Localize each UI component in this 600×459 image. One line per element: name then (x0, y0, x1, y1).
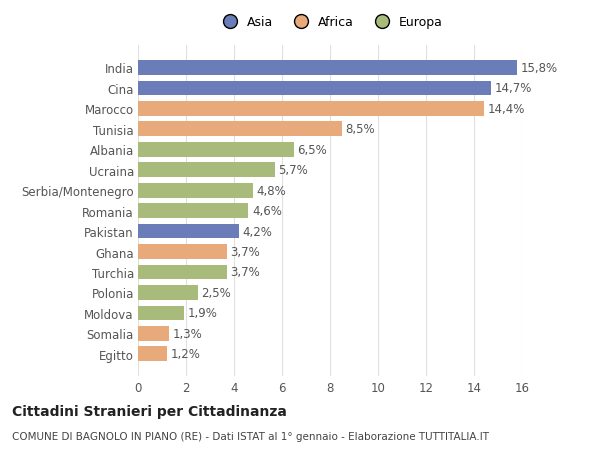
Text: 14,4%: 14,4% (487, 103, 524, 116)
Text: 6,5%: 6,5% (298, 143, 328, 157)
Text: 8,5%: 8,5% (346, 123, 375, 136)
Text: 2,5%: 2,5% (202, 286, 232, 299)
Bar (138, 102, 484, 117)
Text: 4,2%: 4,2% (242, 225, 272, 238)
Text: 4,6%: 4,6% (252, 205, 282, 218)
Text: 1,3%: 1,3% (173, 327, 203, 340)
Text: 15,8%: 15,8% (521, 62, 558, 75)
Text: 1,9%: 1,9% (187, 307, 217, 319)
Bar (138, 265, 227, 280)
Text: COMUNE DI BAGNOLO IN PIANO (RE) - Dati ISTAT al 1° gennaio - Elaborazione TUTTIT: COMUNE DI BAGNOLO IN PIANO (RE) - Dati I… (12, 431, 489, 442)
Text: 4,8%: 4,8% (257, 184, 287, 197)
Text: Cittadini Stranieri per Cittadinanza: Cittadini Stranieri per Cittadinanza (12, 404, 287, 418)
Bar (138, 326, 169, 341)
Legend: Asia, Africa, Europa: Asia, Africa, Europa (213, 12, 447, 33)
Text: 5,7%: 5,7% (278, 164, 308, 177)
Bar (138, 347, 167, 361)
Bar (138, 306, 184, 320)
Bar (138, 245, 227, 259)
Bar (138, 61, 517, 76)
Bar (138, 204, 248, 218)
Bar (138, 143, 294, 157)
Text: 1,2%: 1,2% (170, 347, 200, 360)
Text: 3,7%: 3,7% (230, 266, 260, 279)
Text: 3,7%: 3,7% (230, 246, 260, 258)
Bar (138, 285, 198, 300)
Bar (138, 163, 275, 178)
Text: 14,7%: 14,7% (494, 82, 532, 95)
Bar (138, 224, 239, 239)
Bar (138, 122, 342, 137)
Bar (138, 81, 491, 96)
Bar (138, 184, 253, 198)
